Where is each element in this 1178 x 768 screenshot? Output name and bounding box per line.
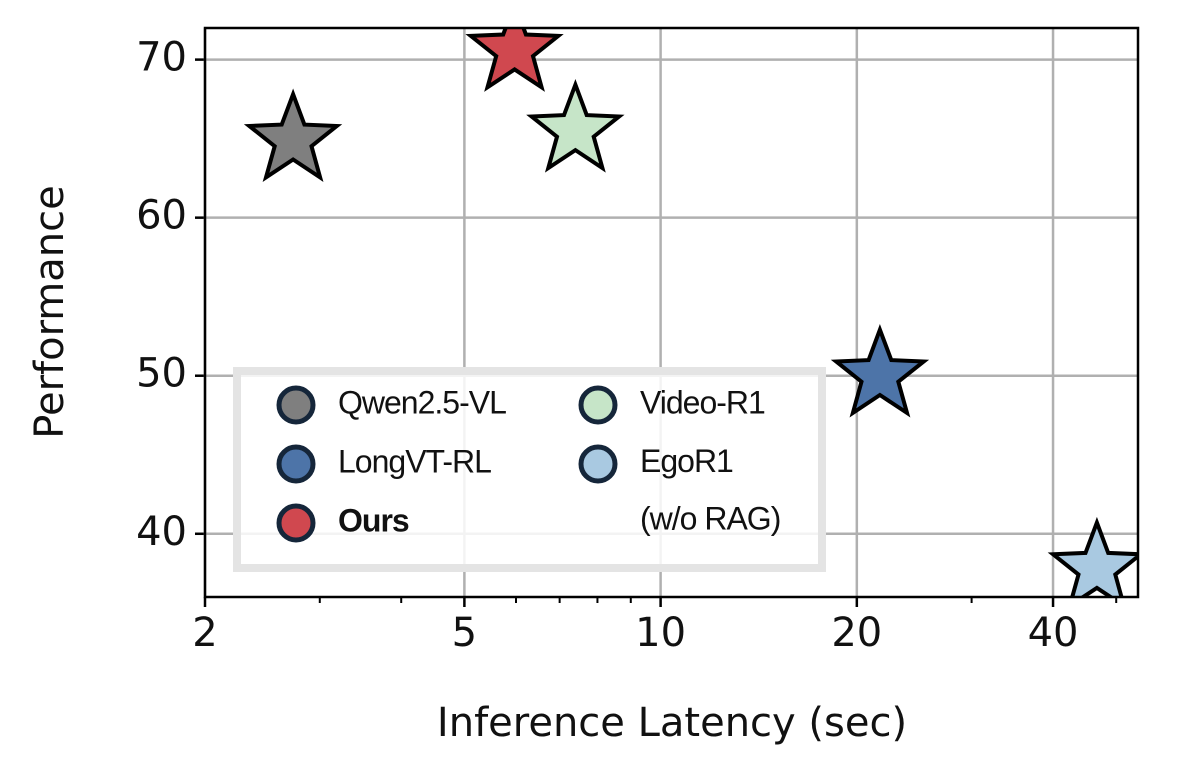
legend-label: Ours [338,502,409,538]
star-marker [1047,516,1138,597]
star-marker [526,78,625,173]
legend-swatch [276,444,316,484]
plot-frame [203,26,1140,599]
legend-swatch [578,385,618,425]
star-marker [830,323,930,418]
star-marker [465,28,564,92]
legend-label: LongVT-RL [338,443,491,479]
x-tick-label: 10 [635,610,686,656]
plot-area [243,28,1138,597]
y-tick-label: 50 [136,351,187,397]
legend-label: EgoR1 (w/o RAG) [640,443,780,537]
star-marker [243,88,343,183]
legend-box [233,367,826,572]
legend-swatch [578,444,618,484]
x-axis-label: Inference Latency (sec) [437,700,907,746]
y-tick-label: 70 [136,35,187,81]
legend-label: Qwen2.5-VL [338,384,506,420]
y-tick-label: 40 [136,509,187,555]
legend-swatch [276,385,316,425]
x-tick-label: 2 [192,610,217,656]
x-tick-label: 20 [831,610,882,656]
x-tick-label: 40 [1028,610,1079,656]
y-tick-label: 60 [136,193,187,239]
x-tick-label: 5 [452,610,477,656]
legend-label: Video-R1 [640,384,765,420]
y-axis-label: Performance [27,185,73,438]
legend-swatch [276,503,316,543]
